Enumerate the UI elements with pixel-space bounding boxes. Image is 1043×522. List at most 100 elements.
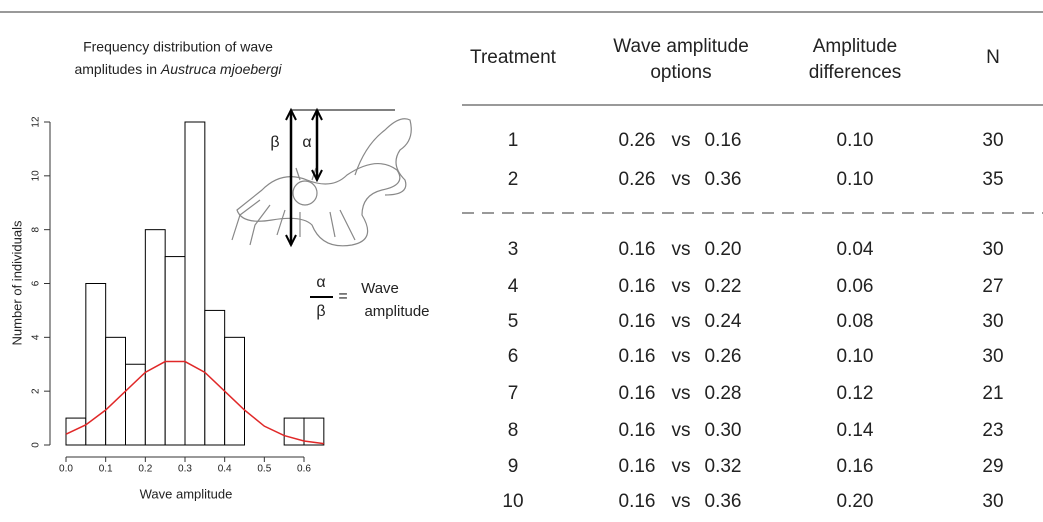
table-cell: 0.06 (837, 276, 874, 297)
table-cell: 5 (508, 311, 519, 332)
column-header: Amplitude (813, 36, 898, 57)
table-cell: vs (672, 276, 691, 297)
table-cell: 9 (508, 456, 519, 477)
table-cell: 0.20 (837, 491, 874, 512)
table-cell: 0.26 (705, 346, 742, 367)
table-cell: vs (672, 383, 691, 404)
y-tick-label: 0 (31, 442, 42, 448)
bar (145, 230, 165, 445)
table-cell: vs (672, 239, 691, 260)
title-text: amplitudes in (74, 61, 157, 77)
y-tick-label: 4 (31, 334, 42, 340)
table-cell: 0.16 (619, 311, 656, 332)
beta-label: β (270, 134, 279, 151)
formula-label: amplitude (364, 303, 429, 320)
table-cell: 0.16 (619, 383, 656, 404)
bar (225, 337, 245, 445)
x-tick-label: 0.0 (59, 464, 73, 475)
table-cell: vs (672, 491, 691, 512)
bar (284, 418, 304, 445)
table-cell: 0.32 (705, 456, 742, 477)
table-cell: 0.36 (705, 491, 742, 512)
bar (165, 257, 185, 445)
crab-illustration (232, 119, 411, 246)
table-cell: 0.26 (619, 169, 656, 190)
table-cell: vs (672, 456, 691, 477)
table-cell: 0.12 (837, 383, 874, 404)
table-cell: 0.24 (705, 311, 742, 332)
table-cell: 0.26 (619, 130, 656, 151)
table-cell: 3 (508, 239, 519, 260)
bar (66, 418, 86, 445)
table-cell: 23 (982, 420, 1003, 441)
table-cell: 29 (982, 456, 1003, 477)
bar (205, 310, 225, 445)
table-cell: 1 (508, 130, 519, 151)
table-cell: 0.22 (705, 276, 742, 297)
x-tick-label: 0.3 (178, 464, 192, 475)
equals-sign: = (338, 288, 347, 305)
table-cell: 0.08 (837, 311, 874, 332)
y-tick-label: 2 (31, 388, 42, 394)
figure: Frequency distribution of wave amplitude… (0, 0, 1043, 522)
bar (86, 284, 106, 446)
table-cell: vs (672, 130, 691, 151)
measure-arrows (286, 110, 395, 245)
table-cell: 27 (982, 276, 1003, 297)
column-header: N (986, 47, 1000, 68)
table-cell: 0.16 (837, 456, 874, 477)
y-axis-label: Number of individuals (9, 220, 24, 346)
table-cell: 30 (982, 239, 1003, 260)
table-cell: 30 (982, 346, 1003, 367)
table-cell: 0.16 (619, 239, 656, 260)
table-cell: 6 (508, 346, 519, 367)
x-axis-label: Wave amplitude (140, 486, 233, 501)
chart-title: Frequency distribution of wave (83, 39, 273, 55)
table-cell: vs (672, 169, 691, 190)
table-cell: 0.16 (619, 346, 656, 367)
table-cell: 10 (502, 491, 523, 512)
table-cell: vs (672, 311, 691, 332)
table-cell: 0.10 (837, 346, 874, 367)
x-tick-label: 0.4 (218, 464, 232, 475)
formula-numerator: α (316, 274, 325, 291)
y-tick-label: 12 (31, 116, 42, 128)
alpha-label: α (302, 134, 311, 151)
y-tick-label: 8 (31, 226, 42, 232)
bar (126, 364, 146, 445)
table-cell: 30 (982, 491, 1003, 512)
table-cell: 35 (982, 169, 1003, 190)
table-cell: 0.16 (619, 456, 656, 477)
column-header: options (650, 62, 711, 83)
x-tick-label: 0.1 (99, 464, 113, 475)
bar (106, 337, 126, 445)
table-cell: 0.30 (705, 420, 742, 441)
table: Treatment Wave amplitude options Amplitude d… (470, 36, 1004, 512)
table-cell: 0.14 (837, 420, 874, 441)
x-tick-label: 0.5 (257, 464, 271, 475)
table-cell: 0.20 (705, 239, 742, 260)
bar (185, 122, 205, 445)
formula-label: Wave (361, 280, 399, 297)
table-cell: 21 (982, 383, 1003, 404)
column-header: differences (809, 62, 902, 83)
y-tick-label: 10 (31, 170, 42, 182)
table-cell: vs (672, 420, 691, 441)
table-cell: 0.36 (705, 169, 742, 190)
table-cell: 0.28 (705, 383, 742, 404)
table-cell: 4 (508, 276, 519, 297)
formula-denominator: β (316, 303, 325, 320)
column-header: Wave amplitude (613, 36, 749, 57)
column-header: Treatment (470, 47, 557, 68)
table-cell: 0.10 (837, 169, 874, 190)
table-cell: 0.10 (837, 130, 874, 151)
table-cell: 0.16 (619, 491, 656, 512)
y-tick-label: 6 (31, 280, 42, 286)
table-cell: 8 (508, 420, 519, 441)
species-name: Austruca mjoebergi (160, 61, 283, 77)
table-cell: 30 (982, 311, 1003, 332)
x-tick-label: 0.2 (138, 464, 152, 475)
table-cell: 2 (508, 169, 519, 190)
table-cell: 0.16 (705, 130, 742, 151)
